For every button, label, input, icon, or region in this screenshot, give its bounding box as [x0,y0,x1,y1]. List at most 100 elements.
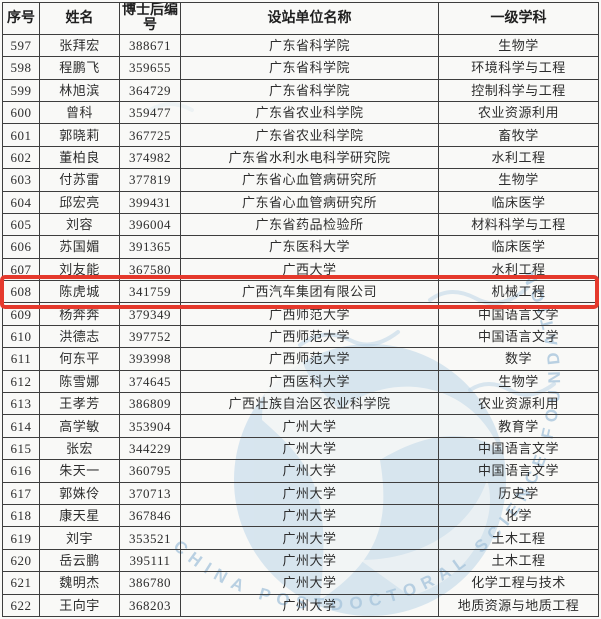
cell-discipline: 中国语言文学 [438,324,599,349]
table-row: 606 苏国媚 391365 广东医科大学 临床医学 [2,235,599,259]
table-row: 608 陈虎城 341759 广西汽车集团有限公司 机械工程 [2,280,599,304]
table-row: 618 康天星 367846 广州大学 化学 [2,503,599,528]
cell-institution: 广西师范大学 [180,347,439,371]
cell-name: 郭姝伶 [39,481,120,505]
table-row: 609 杨奔奔 379349 广西师范大学 中国语言文学 [2,302,599,326]
cell-discipline: 教育学 [438,414,599,438]
cell-discipline: 水利工程 [438,257,599,282]
cell-institution: 广东省科学院 [180,33,439,58]
table-row: 599 林旭滨 364729 广东省科学院 控制科学与工程 [2,78,599,102]
cell-discipline: 生物学 [438,33,599,58]
cell-index: 610 [2,324,40,349]
table-row: 621 魏明杰 386780 广州大学 化学工程与技术 [2,571,599,595]
cell-discipline: 农业资源利用 [438,100,599,125]
cell-name: 刘友能 [39,257,120,282]
cell-index: 599 [2,78,40,102]
cell-discipline: 畜牧学 [438,123,599,147]
cell-index: 598 [2,56,40,80]
cell-postdoc-id: 395111 [119,548,181,573]
cell-discipline: 生物学 [438,369,599,394]
cell-discipline: 生物学 [438,168,599,192]
table-row: 603 付苏雷 377819 广东省心血管病研究所 生物学 [2,168,599,192]
cell-postdoc-id: 386809 [119,392,181,416]
cell-discipline: 土木工程 [438,548,599,573]
cell-institution: 广东省农业科学院 [180,100,439,125]
cell-index: 621 [2,571,40,595]
table-row: 614 高学敏 353904 广州大学 教育学 [2,414,599,438]
cell-name: 康天星 [39,503,120,528]
cell-discipline: 历史学 [438,481,599,505]
cell-postdoc-id: 393998 [119,347,181,371]
cell-name: 张宏 [39,436,120,461]
cell-index: 617 [2,481,40,505]
cell-name: 陈雪娜 [39,369,120,394]
cell-postdoc-id: 359655 [119,56,181,80]
cell-index: 607 [2,257,40,282]
cell-name: 刘宇 [39,526,120,550]
cell-discipline: 机械工程 [438,280,599,304]
cell-index: 616 [2,459,40,483]
cell-discipline: 控制科学与工程 [438,78,599,102]
table-row: 604 邱宏亮 399431 广东省心血管病研究所 临床医学 [2,190,599,214]
cell-index: 604 [2,190,40,214]
cell-postdoc-id: 344229 [119,436,181,461]
table-row: 617 郭姝伶 370713 广州大学 历史学 [2,481,599,505]
cell-postdoc-id: 388671 [119,33,181,58]
cell-discipline: 数学 [438,347,599,371]
cell-index: 619 [2,526,40,550]
cell-discipline: 化学工程与技术 [438,571,599,595]
cell-institution: 广西大学 [180,257,439,282]
table-row: 615 张宏 344229 广州大学 中国语言文学 [2,436,599,461]
cell-name: 魏明杰 [39,571,120,595]
table-row: 605 刘容 396004 广东省药品检验所 材料科学与工程 [2,212,599,237]
cell-postdoc-id: 364729 [119,78,181,102]
cell-discipline: 环境科学与工程 [438,56,599,80]
cell-name: 朱天一 [39,459,120,483]
table-body: 597 张拜宏 388671 广东省科学院 生物学 598 程鹏飞 359655… [2,33,599,618]
cell-institution: 广东省科学院 [180,56,439,80]
table-row: 607 刘友能 367580 广西大学 水利工程 [2,257,599,282]
cell-postdoc-id: 353904 [119,414,181,438]
table-row: 601 郭晓莉 367725 广东省农业科学院 畜牧学 [2,123,599,147]
col-header-name: 姓名 [39,2,120,35]
cell-postdoc-id: 360795 [119,459,181,483]
cell-name: 洪德志 [39,324,120,349]
cell-index: 620 [2,548,40,573]
cell-postdoc-id: 370713 [119,481,181,505]
cell-discipline: 水利工程 [438,145,599,170]
cell-postdoc-id: 367846 [119,503,181,528]
table-row: 619 刘宇 353521 广州大学 土木工程 [2,526,599,550]
cell-postdoc-id: 359477 [119,100,181,125]
cell-discipline: 地质资源与地质工程 [438,593,599,618]
cell-postdoc-id: 374645 [119,369,181,394]
cell-index: 618 [2,503,40,528]
cell-postdoc-id: 377819 [119,168,181,192]
cell-postdoc-id: 367725 [119,123,181,147]
cell-postdoc-id: 353521 [119,526,181,550]
cell-institution: 广州大学 [180,459,439,483]
cell-postdoc-id: 368203 [119,593,181,618]
cell-institution: 广东省农业科学院 [180,123,439,147]
cell-index: 615 [2,436,40,461]
table-row: 622 王向宇 368203 广州大学 地质资源与地质工程 [2,593,599,618]
cell-discipline: 中国语言文学 [438,459,599,483]
cell-index: 609 [2,302,40,326]
cell-index: 622 [2,593,40,618]
cell-institution: 广州大学 [180,481,439,505]
table-row: 602 董柏良 374982 广东省水利水电科学研究院 水利工程 [2,145,599,170]
cell-index: 613 [2,392,40,416]
cell-name: 程鹏飞 [39,56,120,80]
col-header-index: 序号 [2,2,40,35]
cell-discipline: 化学 [438,503,599,528]
cell-index: 600 [2,100,40,125]
cell-discipline: 材料科学与工程 [438,212,599,237]
cell-name: 陈虎城 [39,280,120,304]
cell-name: 苏国媚 [39,235,120,259]
cell-institution: 广西汽车集团有限公司 [180,280,439,304]
cell-name: 邱宏亮 [39,190,120,214]
cell-postdoc-id: 341759 [119,280,181,304]
cell-index: 608 [2,280,40,304]
col-header-institution: 设站单位名称 [180,2,439,35]
